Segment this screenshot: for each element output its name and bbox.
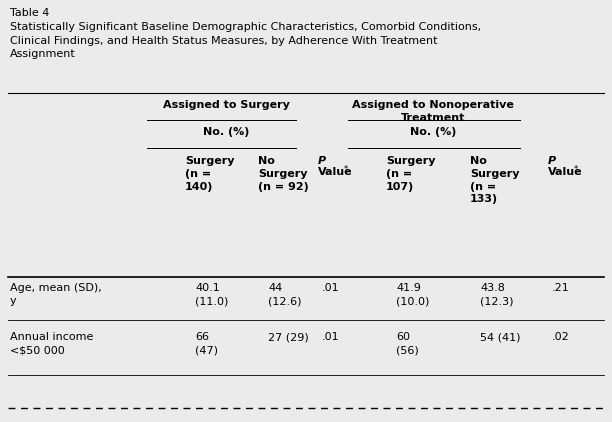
Text: 60
(56): 60 (56): [396, 332, 419, 355]
Text: No. (%): No. (%): [410, 127, 456, 137]
Text: 40.1
(11.0): 40.1 (11.0): [195, 283, 228, 306]
Text: Age, mean (SD),
y: Age, mean (SD), y: [10, 283, 102, 306]
Text: Value: Value: [548, 167, 583, 177]
Text: No
Surgery
(n = 92): No Surgery (n = 92): [258, 156, 308, 192]
Text: *: *: [574, 165, 578, 174]
Text: 41.9
(10.0): 41.9 (10.0): [396, 283, 430, 306]
Text: 43.8
(12.3): 43.8 (12.3): [480, 283, 513, 306]
Text: No
Surgery
(n =
133): No Surgery (n = 133): [470, 156, 520, 204]
Text: .21: .21: [552, 283, 570, 293]
Text: *: *: [344, 165, 348, 174]
Text: .02: .02: [552, 332, 570, 342]
Text: .01: .01: [322, 332, 340, 342]
Text: 54 (41): 54 (41): [480, 332, 520, 342]
Text: P: P: [318, 156, 326, 166]
Text: 27 (29): 27 (29): [268, 332, 308, 342]
Text: Table 4: Table 4: [10, 8, 50, 18]
Text: Assigned to Nonoperative
Treatment: Assigned to Nonoperative Treatment: [352, 100, 514, 123]
Text: Value: Value: [318, 167, 353, 177]
Text: Annual income
<$50 000: Annual income <$50 000: [10, 332, 94, 355]
Text: P: P: [548, 156, 556, 166]
Text: .01: .01: [322, 283, 340, 293]
Text: Surgery
(n =
107): Surgery (n = 107): [386, 156, 436, 192]
Text: Assigned to Surgery: Assigned to Surgery: [163, 100, 290, 110]
Text: No. (%): No. (%): [203, 127, 250, 137]
Text: Statistically Significant Baseline Demographic Characteristics, Comorbid Conditi: Statistically Significant Baseline Demog…: [10, 22, 481, 59]
Text: 66
(47): 66 (47): [195, 332, 218, 355]
Text: Surgery
(n =
140): Surgery (n = 140): [185, 156, 234, 192]
Text: 44
(12.6): 44 (12.6): [268, 283, 302, 306]
